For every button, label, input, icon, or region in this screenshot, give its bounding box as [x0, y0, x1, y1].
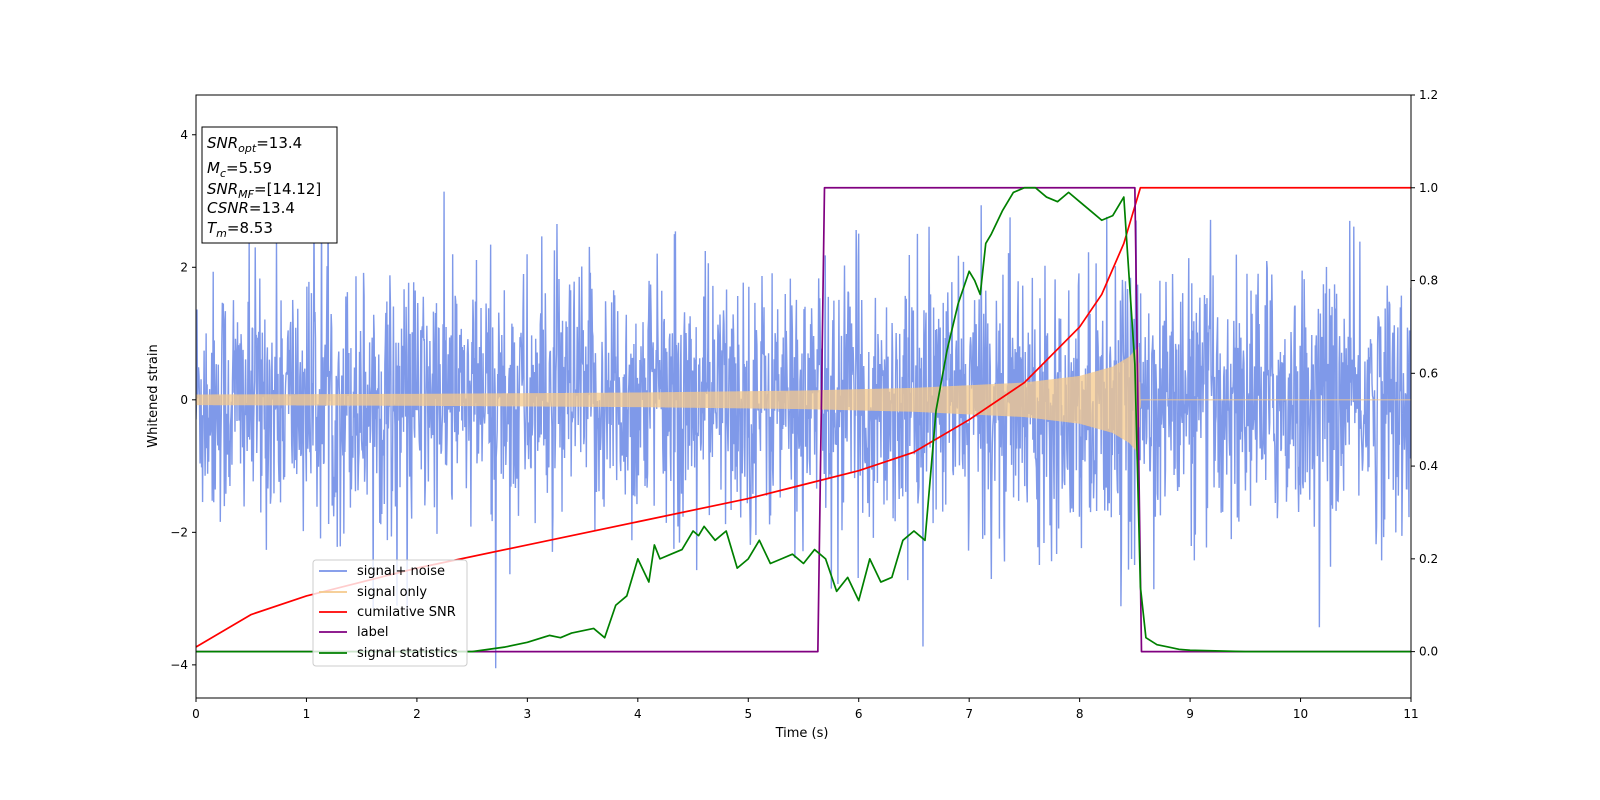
x-tick-label: 2 — [413, 707, 421, 721]
y-left-tick-label: −2 — [170, 525, 188, 539]
series-signal-statistics — [196, 186, 1411, 653]
x-tick-label: 7 — [965, 707, 973, 721]
y-right-tick-label: 0.4 — [1419, 459, 1438, 473]
y-axis-right: 0.0 0.2 0.4 0.6 0.8 1.0 1.2 — [1411, 88, 1438, 659]
y-right-tick-label: 0.0 — [1419, 645, 1438, 659]
series-label — [196, 186, 1411, 653]
y-axis-label: Whitened strain — [146, 344, 161, 447]
x-axis-label: Time (s) — [775, 726, 829, 741]
y-right-tick-label: 0.8 — [1419, 274, 1438, 288]
series-signal-only — [196, 346, 1411, 453]
x-tick-label: 4 — [634, 707, 642, 721]
legend-label: signal+ noise — [357, 564, 445, 579]
legend-label: label — [357, 625, 388, 640]
x-tick-label: 9 — [1186, 707, 1194, 721]
x-tick-label: 1 — [303, 707, 311, 721]
x-axis: 0 1 2 3 4 5 6 7 8 9 10 11 — [192, 698, 1419, 721]
annotation-line: SNRMF=[14.12] — [207, 180, 321, 201]
legend: signal+ noise signal only cumilative SNR la… — [312, 559, 468, 667]
x-tick-label: 8 — [1076, 707, 1084, 721]
legend-label: cumilative SNR — [357, 605, 456, 620]
annotation-line: Mc=5.59 — [207, 159, 272, 180]
x-tick-label: 3 — [524, 707, 532, 721]
y-right-tick-label: 1.0 — [1419, 181, 1438, 195]
x-tick-label: 11 — [1403, 707, 1418, 721]
y-right-tick-label: 0.2 — [1419, 552, 1438, 566]
annotation-line: Tm=8.53 — [207, 219, 273, 240]
y-right-tick-label: 0.6 — [1419, 366, 1438, 380]
y-right-tick-label: 1.2 — [1419, 88, 1438, 102]
x-tick-label: 10 — [1293, 707, 1308, 721]
series-signal-noise — [196, 157, 1411, 669]
legend-label: signal statistics — [357, 646, 458, 661]
annotation-line: SNRopt=13.4 — [207, 134, 302, 155]
y-left-tick-label: 4 — [180, 128, 188, 142]
annotation-line: CSNR=13.4 — [207, 199, 295, 217]
y-left-tick-label: 2 — [180, 260, 188, 274]
annotation-box: SNRopt=13.4 Mc=5.59SNRMF=[14.12]CSNR=13.4… — [201, 126, 338, 244]
y-left-tick-label: −4 — [170, 658, 188, 672]
y-left-tick-label: 0 — [180, 393, 188, 407]
x-tick-label: 6 — [855, 707, 863, 721]
x-tick-label: 0 — [192, 707, 200, 721]
y-axis-left: −4 −2 0 2 4 — [170, 128, 196, 672]
plot-area-frame — [195, 94, 1412, 699]
legend-label: signal only — [357, 585, 427, 600]
x-tick-label: 5 — [744, 707, 752, 721]
